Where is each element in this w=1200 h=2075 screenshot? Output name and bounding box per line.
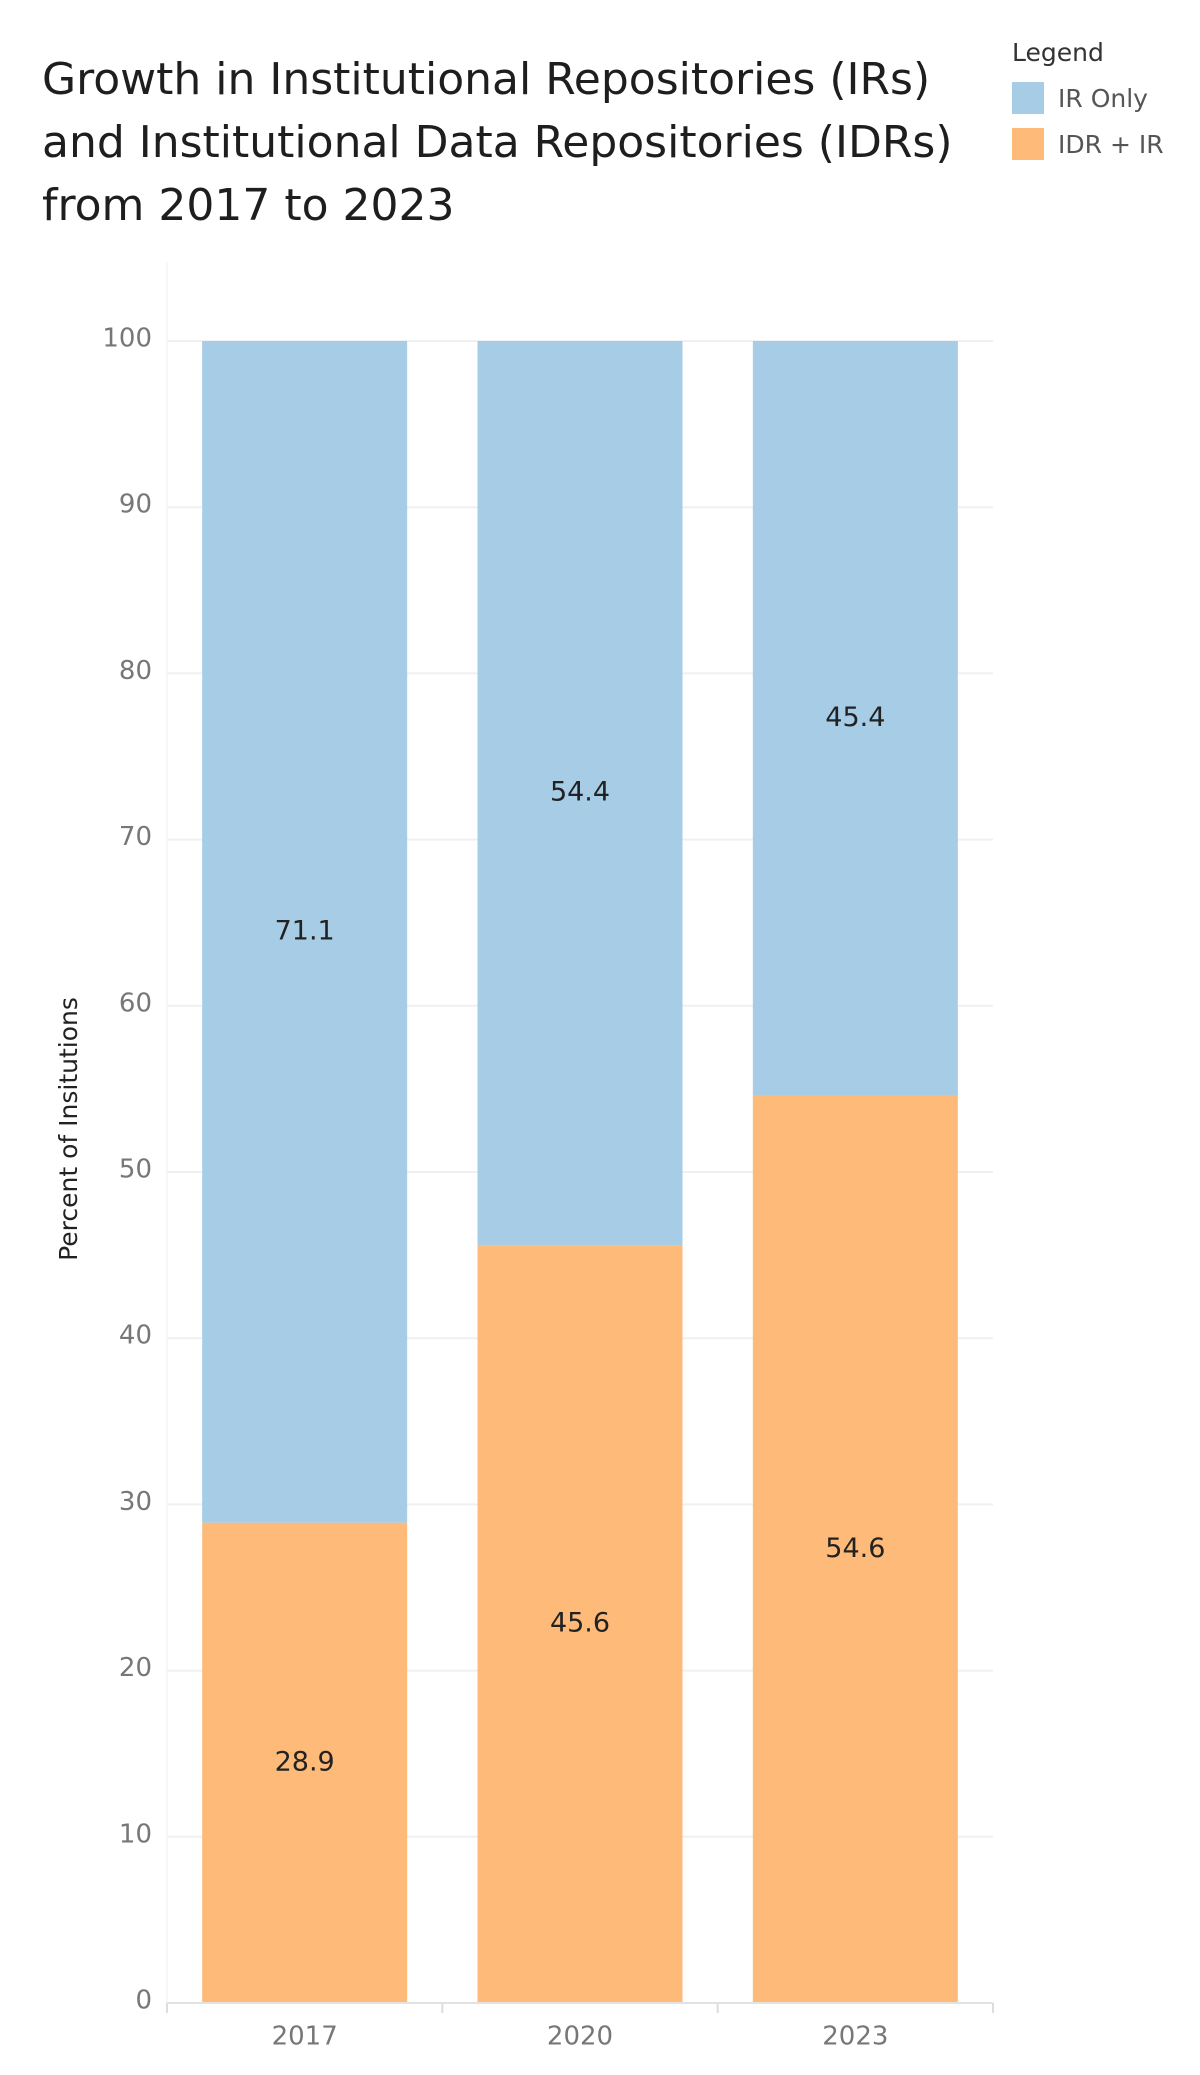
data-label-idr-ir-2020: 45.6 — [550, 1608, 610, 1639]
y-tick-label: 0 — [135, 1986, 152, 2016]
chart-title-line-2: and Institutional Data Repositories (IDR… — [42, 117, 953, 168]
y-tick-label: 20 — [119, 1653, 152, 1683]
legend-title: Legend — [1012, 38, 1104, 67]
bar-ir-only-2017[interactable] — [202, 341, 408, 1523]
y-tick-label: 80 — [119, 656, 152, 686]
legend-swatch-ir-only — [1012, 82, 1044, 114]
chart-title: Growth in Institutional Repositories (IR… — [42, 48, 982, 237]
y-tick-label: 50 — [119, 1155, 152, 1185]
data-label-ir-only-2020: 54.4 — [550, 777, 610, 808]
chart-title-line-3: from 2017 to 2023 — [42, 180, 455, 231]
y-tick-label: 100 — [102, 324, 152, 354]
data-labels: 28.9 71.1 45.6 54.4 54.6 45.4 — [275, 702, 886, 1778]
legend-label-ir-only: IR Only — [1058, 83, 1148, 113]
bar-idr-ir-2023[interactable] — [752, 1095, 958, 2003]
y-tick-label: 40 — [119, 1321, 152, 1351]
legend: Legend IR Only IDR + IR — [1012, 38, 1192, 167]
bar-ir-only-2023[interactable] — [752, 341, 958, 1096]
x-tick-label: 2020 — [547, 2022, 613, 2052]
legend-item-ir-only[interactable]: IR Only — [1012, 75, 1192, 121]
y-tick-label: 10 — [119, 1819, 152, 1849]
x-tick-label: 2023 — [822, 2022, 888, 2052]
data-label-ir-only-2023: 45.4 — [825, 702, 885, 733]
y-tick-label: 70 — [119, 822, 152, 852]
chart-title-line-1: Growth in Institutional Repositories (IR… — [42, 54, 931, 105]
bar-idr-ir-2017[interactable] — [202, 1522, 408, 2003]
x-tick-label: 2017 — [272, 2022, 338, 2052]
legend-swatch-idr-ir — [1012, 128, 1044, 160]
bar-ir-only-2020[interactable] — [477, 341, 683, 1246]
data-label-idr-ir-2023: 54.6 — [825, 1533, 885, 1564]
legend-label-idr-ir: IDR + IR — [1058, 129, 1164, 159]
bar-idr-ir-2020[interactable] — [477, 1245, 683, 2003]
legend-item-idr-ir[interactable]: IDR + IR — [1012, 121, 1192, 167]
data-label-ir-only-2017: 71.1 — [275, 915, 335, 946]
y-axis-title: Percent of Insitutions — [54, 997, 83, 1261]
axes: 0 10 20 30 40 50 60 70 80 90 100 2017 2020 2023 Percen… — [54, 262, 994, 2052]
y-tick-label: 90 — [119, 490, 152, 520]
y-tick-label: 60 — [119, 988, 152, 1018]
data-label-idr-ir-2017: 28.9 — [275, 1746, 335, 1777]
bars — [202, 341, 958, 2003]
y-tick-label: 30 — [119, 1487, 152, 1517]
